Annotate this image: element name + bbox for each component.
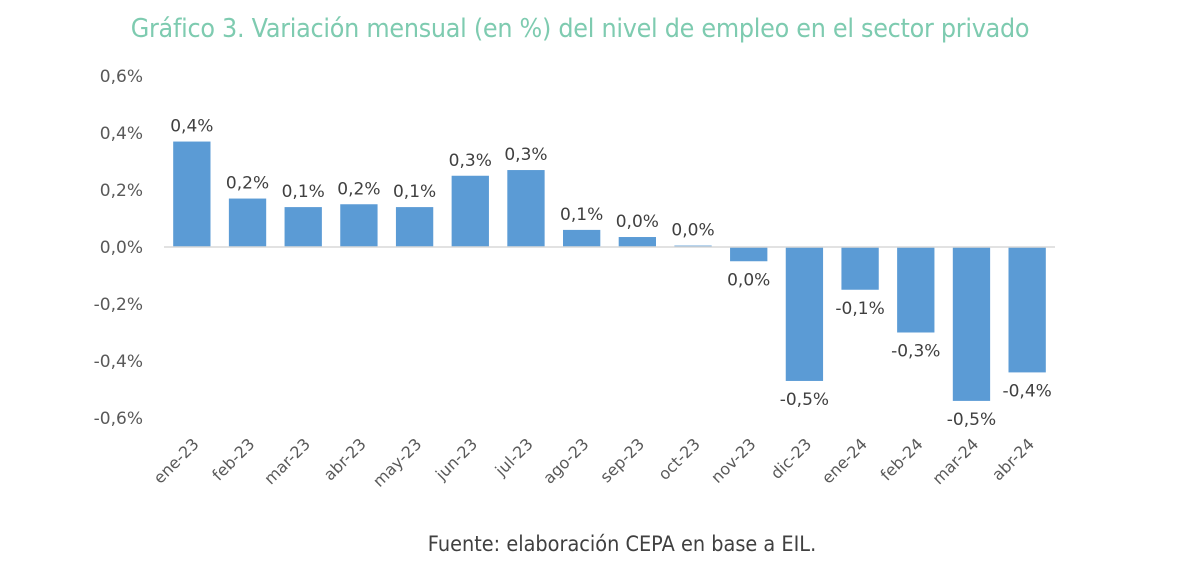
x-tick-label: jun-23 <box>431 434 481 484</box>
bar <box>395 207 434 247</box>
data-label: -0,3% <box>891 342 940 362</box>
y-tick-label: 0,0% <box>100 238 143 258</box>
bar <box>340 204 378 247</box>
bar <box>563 229 601 247</box>
y-tick-label: -0,4% <box>94 352 143 372</box>
x-tick-label: ene-23 <box>150 434 203 487</box>
x-tick-label: dic-23 <box>767 434 815 482</box>
x-tick-label: oct-23 <box>654 434 703 483</box>
data-label: 0,2% <box>226 174 269 194</box>
bars <box>173 141 1046 401</box>
x-tick-label: nov-23 <box>707 434 759 486</box>
x-tick-label: abr-24 <box>988 434 1038 484</box>
y-tick-label: -0,6% <box>94 409 143 429</box>
y-tick-label: 0,6% <box>100 67 143 87</box>
y-axis: 0,6% 0,4% 0,2% 0,0% -0,2% -0,4% -0,6% <box>94 67 143 429</box>
x-tick-label: mar-24 <box>929 434 983 488</box>
data-label: 0,1% <box>393 182 436 202</box>
data-label: -0,1% <box>835 299 884 319</box>
x-tick-label: feb-24 <box>877 434 927 484</box>
bar <box>841 247 879 290</box>
x-tick-label: abr-23 <box>320 434 370 484</box>
data-label: 0,3% <box>504 145 547 165</box>
source-note: Fuente: elaboración CEPA en base a EIL. <box>427 532 817 556</box>
x-tick-label: ago-23 <box>539 434 592 487</box>
bar <box>785 247 824 381</box>
data-label: -0,5% <box>947 410 996 430</box>
x-axis: ene-23 feb-23 mar-23 abr-23 may-23 jun-23 jul-… <box>150 434 1038 490</box>
bar <box>284 207 322 247</box>
data-label: 0,1% <box>560 205 603 225</box>
chart-title: Gráfico 3. Variación mensual (en %) del … <box>130 14 1030 44</box>
bar <box>451 175 489 247</box>
x-tick-label: feb-23 <box>208 434 258 484</box>
data-label: 0,1% <box>282 182 325 202</box>
y-tick-label: 0,4% <box>100 124 143 144</box>
data-label: 0,4% <box>170 117 213 137</box>
data-label: -0,4% <box>1002 381 1051 401</box>
data-label: 0,0% <box>727 270 770 290</box>
x-tick-label: may-23 <box>369 434 425 490</box>
bar <box>730 247 768 262</box>
x-tick-label: mar-23 <box>260 434 314 488</box>
data-label: -0,5% <box>780 390 829 410</box>
bar <box>897 247 935 333</box>
y-tick-label: 0,2% <box>100 181 143 201</box>
data-label: 0,3% <box>449 151 492 171</box>
bar <box>173 141 211 247</box>
bar <box>228 198 267 247</box>
x-tick-label: ene-24 <box>818 434 871 487</box>
x-tick-label: jul-23 <box>491 434 537 480</box>
bar <box>1008 247 1046 373</box>
data-label: 0,0% <box>616 212 659 232</box>
bar <box>507 170 545 247</box>
bar <box>618 237 656 247</box>
data-label: 0,0% <box>671 221 714 241</box>
bar <box>952 247 991 401</box>
y-tick-label: -0,2% <box>94 295 143 315</box>
data-label: 0,2% <box>337 179 380 199</box>
data-labels: 0,4% 0,2% 0,1% 0,2% 0,1% 0,3% 0,3% 0,1% 0,0% 0,0%… <box>170 117 1052 430</box>
x-tick-label: sep-23 <box>596 434 648 486</box>
